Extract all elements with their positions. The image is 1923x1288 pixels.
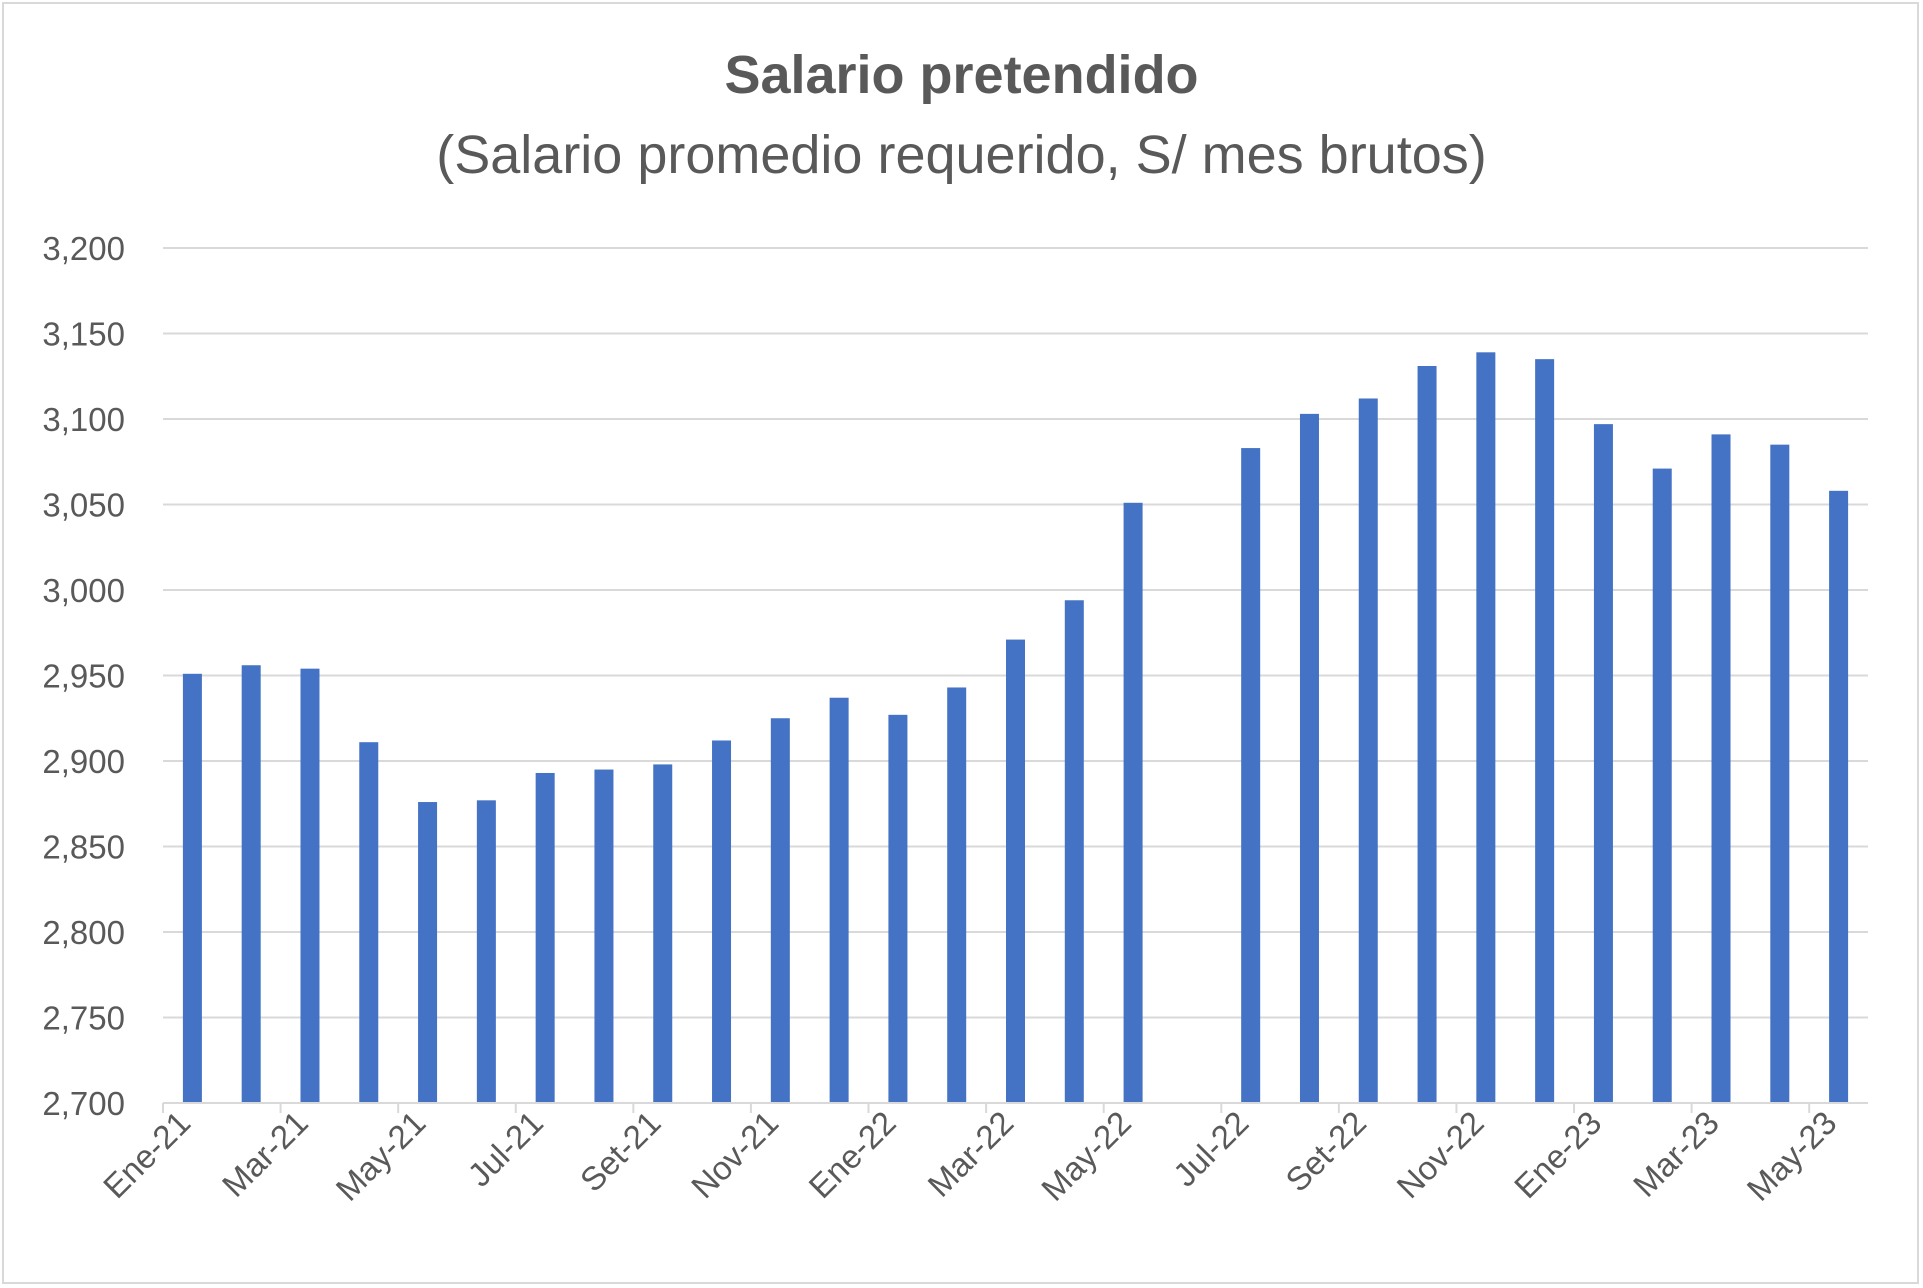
bar-set-21 [653, 764, 673, 1103]
chart-title: Salario pretendido [724, 45, 1199, 105]
bar-abr-22 [1064, 600, 1084, 1103]
bar-mar-22 [1006, 639, 1025, 1103]
bar-ene-22 [888, 714, 908, 1103]
x-tick-label: Jul-22 [1166, 1104, 1256, 1194]
x-tick-label: May-23 [1740, 1104, 1844, 1208]
bar-set-22 [1358, 398, 1378, 1104]
x-tick-label: Nov-21 [684, 1104, 785, 1205]
y-tick-label: 2,800 [42, 914, 125, 951]
y-tick-label: 3,200 [42, 230, 125, 267]
y-tick-label: 3,100 [42, 401, 125, 438]
x-tick-label: May-22 [1034, 1104, 1138, 1208]
x-tick-label: Set-22 [1278, 1104, 1373, 1199]
chart-subtitle: (Salario promedio requerido, S/ mes brut… [436, 125, 1487, 185]
x-axis [162, 1102, 1868, 1113]
x-tick-label: May-21 [329, 1104, 433, 1208]
x-tick-label: Nov-22 [1389, 1104, 1490, 1205]
bar-jul-22 [1241, 448, 1261, 1103]
y-tick-label: 2,850 [42, 829, 125, 866]
bars [182, 352, 1849, 1104]
x-tick-label: Ene-23 [1507, 1104, 1608, 1205]
bar-may-23 [1829, 490, 1849, 1103]
bar-ene-23 [1593, 424, 1613, 1103]
y-tick-label: 3,050 [42, 487, 125, 524]
bar-oct-21 [712, 740, 732, 1103]
x-tick-label: Jul-21 [460, 1104, 550, 1194]
x-tick-label: Ene-22 [801, 1104, 902, 1205]
y-tick-label: 2,950 [42, 658, 125, 695]
bar-may-21 [418, 802, 438, 1103]
y-tick-label: 3,150 [42, 316, 125, 353]
bar-ago-21 [594, 769, 614, 1103]
x-axis-tick-labels: Ene-21 Mar-21 May-21 Jul-21 Set-21 Nov-21 Ene-… [96, 1104, 1844, 1208]
x-tick-label: Mar-23 [1626, 1104, 1726, 1204]
bar-feb-21 [241, 665, 261, 1103]
y-tick-label: 2,900 [42, 743, 125, 780]
bar-ago-22 [1299, 413, 1319, 1103]
bar-ene-21 [182, 673, 202, 1103]
y-tick-label: 2,700 [42, 1085, 125, 1122]
y-tick-label: 2,750 [42, 1000, 125, 1037]
bar-nov-21 [770, 718, 790, 1103]
bar-abr-21 [359, 742, 379, 1103]
bar-oct-22 [1417, 365, 1437, 1103]
x-tick-label: Mar-21 [215, 1104, 315, 1204]
bar-jun-21 [476, 800, 496, 1103]
bar-jul-21 [535, 772, 555, 1103]
bar-nov-22 [1476, 352, 1496, 1103]
bar-feb-23 [1652, 468, 1672, 1104]
bar-feb-22 [947, 687, 967, 1103]
bar-dic-21 [829, 697, 849, 1103]
bar-mar-23 [1711, 434, 1731, 1103]
y-axis-tick-labels: 2,700 2,750 2,800 2,850 2,900 2,950 3,000 3,050… [42, 230, 125, 1122]
bar-dic-22 [1535, 359, 1555, 1103]
bar-mar-21 [300, 668, 320, 1103]
x-tick-label: Set-21 [573, 1104, 668, 1199]
bar-may-22 [1123, 502, 1143, 1103]
x-tick-label: Mar-22 [920, 1104, 1020, 1204]
y-tick-label: 3,000 [42, 572, 125, 609]
bar-abr-23 [1770, 444, 1790, 1103]
